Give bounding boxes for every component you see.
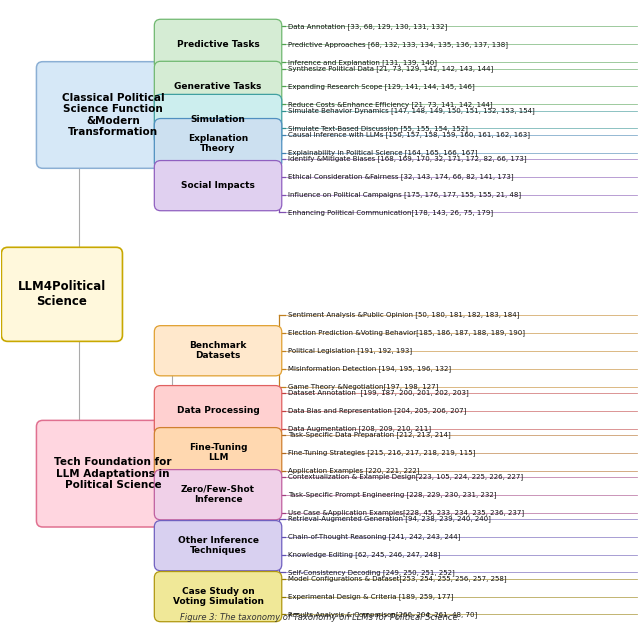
Text: Benchmark
Datasets: Benchmark Datasets bbox=[189, 341, 247, 360]
Text: Data Processing: Data Processing bbox=[177, 406, 259, 415]
Text: Causal Inference with LLMs [156, 157, 158, 159, 160, 161, 162, 163]: Causal Inference with LLMs [156, 157, 15… bbox=[288, 131, 530, 138]
Text: LLM4Political
Science: LLM4Political Science bbox=[18, 280, 106, 308]
FancyBboxPatch shape bbox=[154, 118, 282, 169]
Text: Misinformation Detection [194, 195, 196, 132]: Misinformation Detection [194, 195, 196,… bbox=[288, 365, 451, 372]
Text: Data Augmentation [208, 209, 210, 211]: Data Augmentation [208, 209, 210, 211] bbox=[288, 425, 431, 432]
FancyBboxPatch shape bbox=[154, 61, 282, 112]
Text: Data Annotation [33, 68, 129, 130, 131, 132]: Data Annotation [33, 68, 129, 130, 131, … bbox=[288, 23, 447, 30]
FancyBboxPatch shape bbox=[36, 62, 189, 168]
Text: Use Case &Application Examples[228, 45, 233, 234, 235, 236, 237]: Use Case &Application Examples[228, 45, … bbox=[288, 509, 524, 516]
Text: Simulate Text-Based Discussion [55, 155, 154, 152]: Simulate Text-Based Discussion [55, 155,… bbox=[288, 125, 468, 132]
Text: Reduce Costs &Enhance Efficiency [21, 73, 141, 142, 144]: Reduce Costs &Enhance Efficiency [21, 73… bbox=[288, 101, 493, 108]
Text: Self-Consistency Decoding [249, 250, 251, 252]: Self-Consistency Decoding [249, 250, 251… bbox=[288, 569, 455, 576]
Text: Task-Specific Prompt Engineering [228, 229, 230, 231, 232]: Task-Specific Prompt Engineering [228, 2… bbox=[288, 491, 497, 498]
Text: Simulation: Simulation bbox=[191, 115, 246, 124]
Text: Inference and Explanation [131, 139, 140]: Inference and Explanation [131, 139, 140… bbox=[288, 59, 437, 66]
Text: Application Examples [220, 221, 222]: Application Examples [220, 221, 222] bbox=[288, 467, 420, 474]
FancyBboxPatch shape bbox=[154, 326, 282, 376]
Text: Dataset Annotation  [199, 187, 200, 201, 202, 203]: Dataset Annotation [199, 187, 200, 201, … bbox=[288, 389, 469, 396]
Text: Social Impacts: Social Impacts bbox=[181, 181, 255, 190]
Text: Other Inference
Techniques: Other Inference Techniques bbox=[177, 536, 259, 556]
Text: Classical Political
Science Function
&Modern
Transformation: Classical Political Science Function &Mo… bbox=[61, 93, 164, 137]
FancyBboxPatch shape bbox=[154, 571, 282, 622]
Text: Results Analysis & Comparison[260, 204, 261, 48, 70]: Results Analysis & Comparison[260, 204, … bbox=[288, 611, 477, 618]
Text: Predictive Tasks: Predictive Tasks bbox=[177, 40, 259, 49]
Text: Task-Specific Data Preparation [212, 213, 214]: Task-Specific Data Preparation [212, 213… bbox=[288, 432, 451, 438]
FancyBboxPatch shape bbox=[154, 94, 282, 144]
Text: Game Theory &Negotiation[197, 198, 127]: Game Theory &Negotiation[197, 198, 127] bbox=[288, 383, 438, 390]
Text: Case Study on
Voting Simulation: Case Study on Voting Simulation bbox=[173, 587, 264, 606]
FancyBboxPatch shape bbox=[154, 161, 282, 210]
FancyBboxPatch shape bbox=[154, 520, 282, 571]
FancyBboxPatch shape bbox=[1, 248, 122, 341]
Text: Model Configurations & Dataset[253, 254, 255, 256, 257, 258]: Model Configurations & Dataset[253, 254,… bbox=[288, 575, 507, 582]
Text: Generative Tasks: Generative Tasks bbox=[174, 82, 262, 91]
Text: Retrieval-Augmented Generation [94, 238, 239, 240, 240]: Retrieval-Augmented Generation [94, 238,… bbox=[288, 515, 491, 522]
Text: Zero/Few-Shot
Inference: Zero/Few-Shot Inference bbox=[181, 485, 255, 505]
Text: Contextualization & Example Design[223, 105, 224, 225, 226, 227]: Contextualization & Example Design[223, … bbox=[288, 474, 524, 480]
Text: Sentiment Analysis &Public Opinion [50, 180, 181, 182, 183, 184]: Sentiment Analysis &Public Opinion [50, … bbox=[288, 312, 520, 318]
Text: Predictive Approaches [68, 132, 133, 134, 135, 136, 137, 138]: Predictive Approaches [68, 132, 133, 134… bbox=[288, 41, 508, 48]
Text: Experimental Design & Criteria [189, 259, 177]: Experimental Design & Criteria [189, 259… bbox=[288, 593, 454, 600]
Text: Figure 3: The taxonomy of Taxonomy on LLMs for Political Science.: Figure 3: The taxonomy of Taxonomy on LL… bbox=[180, 614, 460, 622]
Text: Simulate Behavior Dynamics [147, 148, 149, 150, 151, 152, 153, 154]: Simulate Behavior Dynamics [147, 148, 14… bbox=[288, 107, 535, 114]
FancyBboxPatch shape bbox=[36, 420, 189, 527]
FancyBboxPatch shape bbox=[154, 20, 282, 69]
Text: Explainability in Political Science [164, 165, 166, 167]: Explainability in Political Science [164… bbox=[288, 149, 477, 156]
Text: Expanding Research Scope [129, 141, 144, 145, 146]: Expanding Research Scope [129, 141, 144,… bbox=[288, 83, 475, 89]
FancyBboxPatch shape bbox=[154, 469, 282, 520]
Text: Political Legislation [191, 192, 193]: Political Legislation [191, 192, 193] bbox=[288, 347, 412, 354]
Text: Election Prediction &Voting Behavior[185, 186, 187, 188, 189, 190]: Election Prediction &Voting Behavior[185… bbox=[288, 329, 525, 336]
Text: Influence on Political Campaigns [175, 176, 177, 155, 155, 21, 48]: Influence on Political Campaigns [175, 1… bbox=[288, 191, 521, 198]
FancyBboxPatch shape bbox=[154, 428, 282, 478]
FancyBboxPatch shape bbox=[154, 386, 282, 436]
Text: Data Bias and Representation [204, 205, 206, 207]: Data Bias and Representation [204, 205, … bbox=[288, 407, 467, 414]
Text: Fine-Tuning Strategies [215, 216, 217, 218, 219, 115]: Fine-Tuning Strategies [215, 216, 217, 2… bbox=[288, 449, 476, 456]
Text: Knowledge Editing [62, 245, 246, 247, 248]: Knowledge Editing [62, 245, 246, 247, 24… bbox=[288, 551, 440, 558]
Text: Explanation
Theory: Explanation Theory bbox=[188, 134, 248, 153]
Text: Ethical Consideration &Fairness [32, 143, 174, 66, 82, 141, 173]: Ethical Consideration &Fairness [32, 143… bbox=[288, 173, 514, 180]
Text: Identify &Mitigate Biases [168, 169, 170, 32, 171, 172, 82, 66, 173]: Identify &Mitigate Biases [168, 169, 170… bbox=[288, 156, 527, 162]
Text: Fine-Tuning
LLM: Fine-Tuning LLM bbox=[189, 443, 247, 462]
Text: Enhancing Political Communication[178, 143, 26, 75, 179]: Enhancing Political Communication[178, 1… bbox=[288, 209, 493, 216]
Text: Tech Foundation for
LLM Adaptations in
Political Science: Tech Foundation for LLM Adaptations in P… bbox=[54, 457, 172, 490]
Text: Chain-of-Thought Reasoning [241, 242, 243, 244]: Chain-of-Thought Reasoning [241, 242, 24… bbox=[288, 534, 461, 540]
Text: Synthesize Political Data [21, 73, 129, 141, 142, 143, 144]: Synthesize Political Data [21, 73, 129, … bbox=[288, 65, 493, 72]
